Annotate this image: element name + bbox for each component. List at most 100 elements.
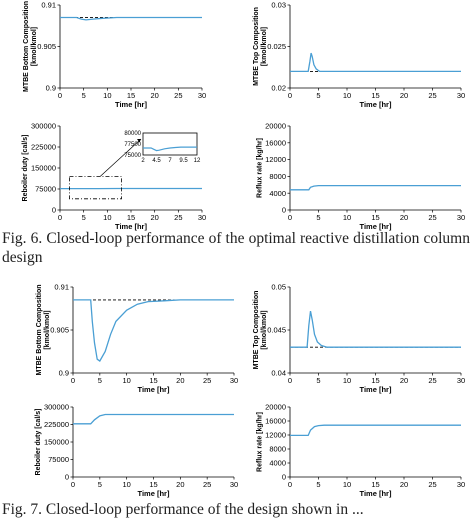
inset-y-tick-label: 77500 bbox=[124, 142, 141, 148]
inset-y-tick-label: 75000 bbox=[124, 153, 141, 159]
x-tick-label: 20 bbox=[150, 91, 158, 100]
x-tick-label: 0 bbox=[71, 480, 75, 489]
y-tick-label: 0.905 bbox=[50, 326, 69, 335]
x-tick-label: 25 bbox=[428, 213, 436, 222]
y-tick-label: 20000 bbox=[265, 122, 286, 131]
y-tick-label: 12000 bbox=[265, 431, 286, 440]
x-tick-label: 0 bbox=[58, 91, 62, 100]
x-tick-label: 10 bbox=[103, 91, 111, 100]
x-tick-label: 0 bbox=[288, 213, 292, 222]
y-axis-label: MTBE Top Composition bbox=[253, 7, 260, 86]
y-tick-label: 0.91 bbox=[54, 283, 69, 292]
x-tick-label: 30 bbox=[198, 91, 206, 100]
x-tick-label: 20 bbox=[150, 213, 158, 222]
x-tick-label: 30 bbox=[230, 480, 238, 489]
x-tick-label: 30 bbox=[457, 480, 465, 489]
y-tick-label: 75000 bbox=[48, 455, 69, 464]
inset-x-tick-label: 12 bbox=[194, 158, 201, 164]
x-tick-label: 15 bbox=[149, 376, 157, 385]
x-tick-label: 30 bbox=[230, 376, 238, 385]
y-tick-label: 225000 bbox=[31, 143, 56, 152]
x-tick-label: 5 bbox=[98, 376, 102, 385]
inset-x-tick-label: 2 bbox=[141, 158, 145, 164]
x-tick-label: 30 bbox=[198, 213, 206, 222]
x-axis-label: Time [hr] bbox=[360, 385, 392, 394]
y-tick-label: 0.905 bbox=[37, 42, 56, 51]
y-tick-label: 0.04 bbox=[271, 369, 286, 378]
x-tick-label: 10 bbox=[122, 376, 130, 385]
x-tick-label: 20 bbox=[400, 213, 408, 222]
x-tick-label: 30 bbox=[457, 91, 465, 100]
x-tick-label: 25 bbox=[428, 91, 436, 100]
x-tick-label: 15 bbox=[149, 480, 157, 489]
x-tick-label: 5 bbox=[316, 480, 320, 489]
x-tick-label: 15 bbox=[371, 91, 379, 100]
x-axis-label: Time [hr] bbox=[115, 100, 147, 109]
y-tick-label: 0 bbox=[52, 206, 56, 215]
y-axis-label: MTBE Bottom Composition bbox=[23, 1, 30, 92]
y-tick-label: 12000 bbox=[265, 155, 286, 164]
x-tick-label: 25 bbox=[174, 91, 182, 100]
series-line bbox=[290, 186, 461, 190]
y-tick-label: 0.05 bbox=[271, 283, 286, 292]
y-tick-label: 20000 bbox=[265, 403, 286, 412]
y-tick-label: 0.025 bbox=[267, 42, 286, 51]
y-tick-label: 8000 bbox=[269, 445, 286, 454]
y-axis-label: MTBE Bottom Composition bbox=[36, 285, 43, 376]
x-tick-label: 10 bbox=[103, 213, 111, 222]
y-axis-label: Reflux rate [kg/hr] bbox=[257, 138, 264, 198]
y-tick-label: 0.91 bbox=[41, 1, 56, 10]
x-tick-label: 20 bbox=[400, 91, 408, 100]
x-tick-label: 25 bbox=[174, 213, 182, 222]
y-tick-label: 16000 bbox=[265, 417, 286, 426]
x-tick-label: 5 bbox=[316, 213, 320, 222]
y-axis-label: [kmol/kmol] bbox=[261, 27, 268, 66]
x-tick-label: 20 bbox=[176, 376, 184, 385]
y-tick-label: 300000 bbox=[31, 122, 56, 131]
x-tick-label: 0 bbox=[58, 213, 62, 222]
x-tick-label: 25 bbox=[428, 480, 436, 489]
x-tick-label: 0 bbox=[71, 376, 75, 385]
x-axis-label: Time [hr] bbox=[138, 489, 170, 498]
y-axis-label: [kmol/kmol] bbox=[261, 310, 268, 349]
y-tick-label: 16000 bbox=[265, 138, 286, 147]
x-tick-label: 20 bbox=[176, 480, 184, 489]
x-tick-label: 0 bbox=[288, 376, 292, 385]
x-tick-label: 15 bbox=[371, 213, 379, 222]
series-line bbox=[290, 53, 461, 71]
y-tick-label: 150000 bbox=[31, 164, 56, 173]
series-line bbox=[73, 300, 234, 361]
x-axis-label: Time [hr] bbox=[138, 385, 170, 394]
x-tick-label: 5 bbox=[82, 213, 86, 222]
y-tick-label: 300000 bbox=[44, 403, 69, 412]
x-tick-label: 25 bbox=[203, 376, 211, 385]
x-tick-label: 5 bbox=[98, 480, 102, 489]
y-axis-label: Reflux rate [kg/hr] bbox=[257, 412, 264, 472]
y-tick-label: 0.03 bbox=[271, 1, 286, 10]
inset-x-tick-label: 4.5 bbox=[152, 158, 161, 164]
x-tick-label: 15 bbox=[127, 91, 135, 100]
x-tick-label: 5 bbox=[316, 91, 320, 100]
x-tick-label: 20 bbox=[400, 480, 408, 489]
y-tick-label: 0.045 bbox=[267, 326, 286, 335]
x-tick-label: 10 bbox=[122, 480, 130, 489]
inset-x-tick-label: 7 bbox=[168, 158, 172, 164]
inset-y-tick-label: 80000 bbox=[124, 131, 141, 137]
y-tick-label: 0.02 bbox=[271, 84, 286, 93]
y-tick-label: 0 bbox=[65, 473, 69, 482]
y-axis-label: [kmol/kmol] bbox=[44, 310, 51, 349]
y-axis-label: MTBE Top Composition bbox=[253, 291, 260, 370]
inset-x-tick-label: 9.5 bbox=[179, 158, 188, 164]
x-axis-label: Time [hr] bbox=[360, 100, 392, 109]
y-tick-label: 8000 bbox=[269, 172, 286, 181]
y-tick-label: 150000 bbox=[44, 438, 69, 447]
y-axis-label: Reboiler duty [cal/s] bbox=[35, 409, 42, 476]
x-tick-label: 30 bbox=[457, 213, 465, 222]
y-axis-label: [kmol/kmol] bbox=[31, 27, 38, 66]
